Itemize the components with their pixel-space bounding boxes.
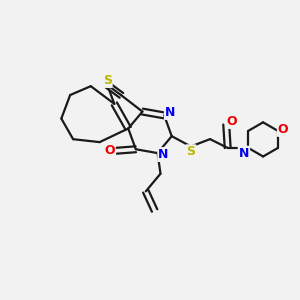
Text: S: S: [103, 74, 112, 87]
Text: O: O: [227, 115, 237, 128]
Text: N: N: [158, 148, 169, 161]
Text: O: O: [278, 123, 289, 136]
Text: S: S: [186, 145, 195, 158]
Text: O: O: [104, 144, 115, 157]
Text: N: N: [239, 147, 249, 160]
Text: N: N: [165, 106, 175, 119]
